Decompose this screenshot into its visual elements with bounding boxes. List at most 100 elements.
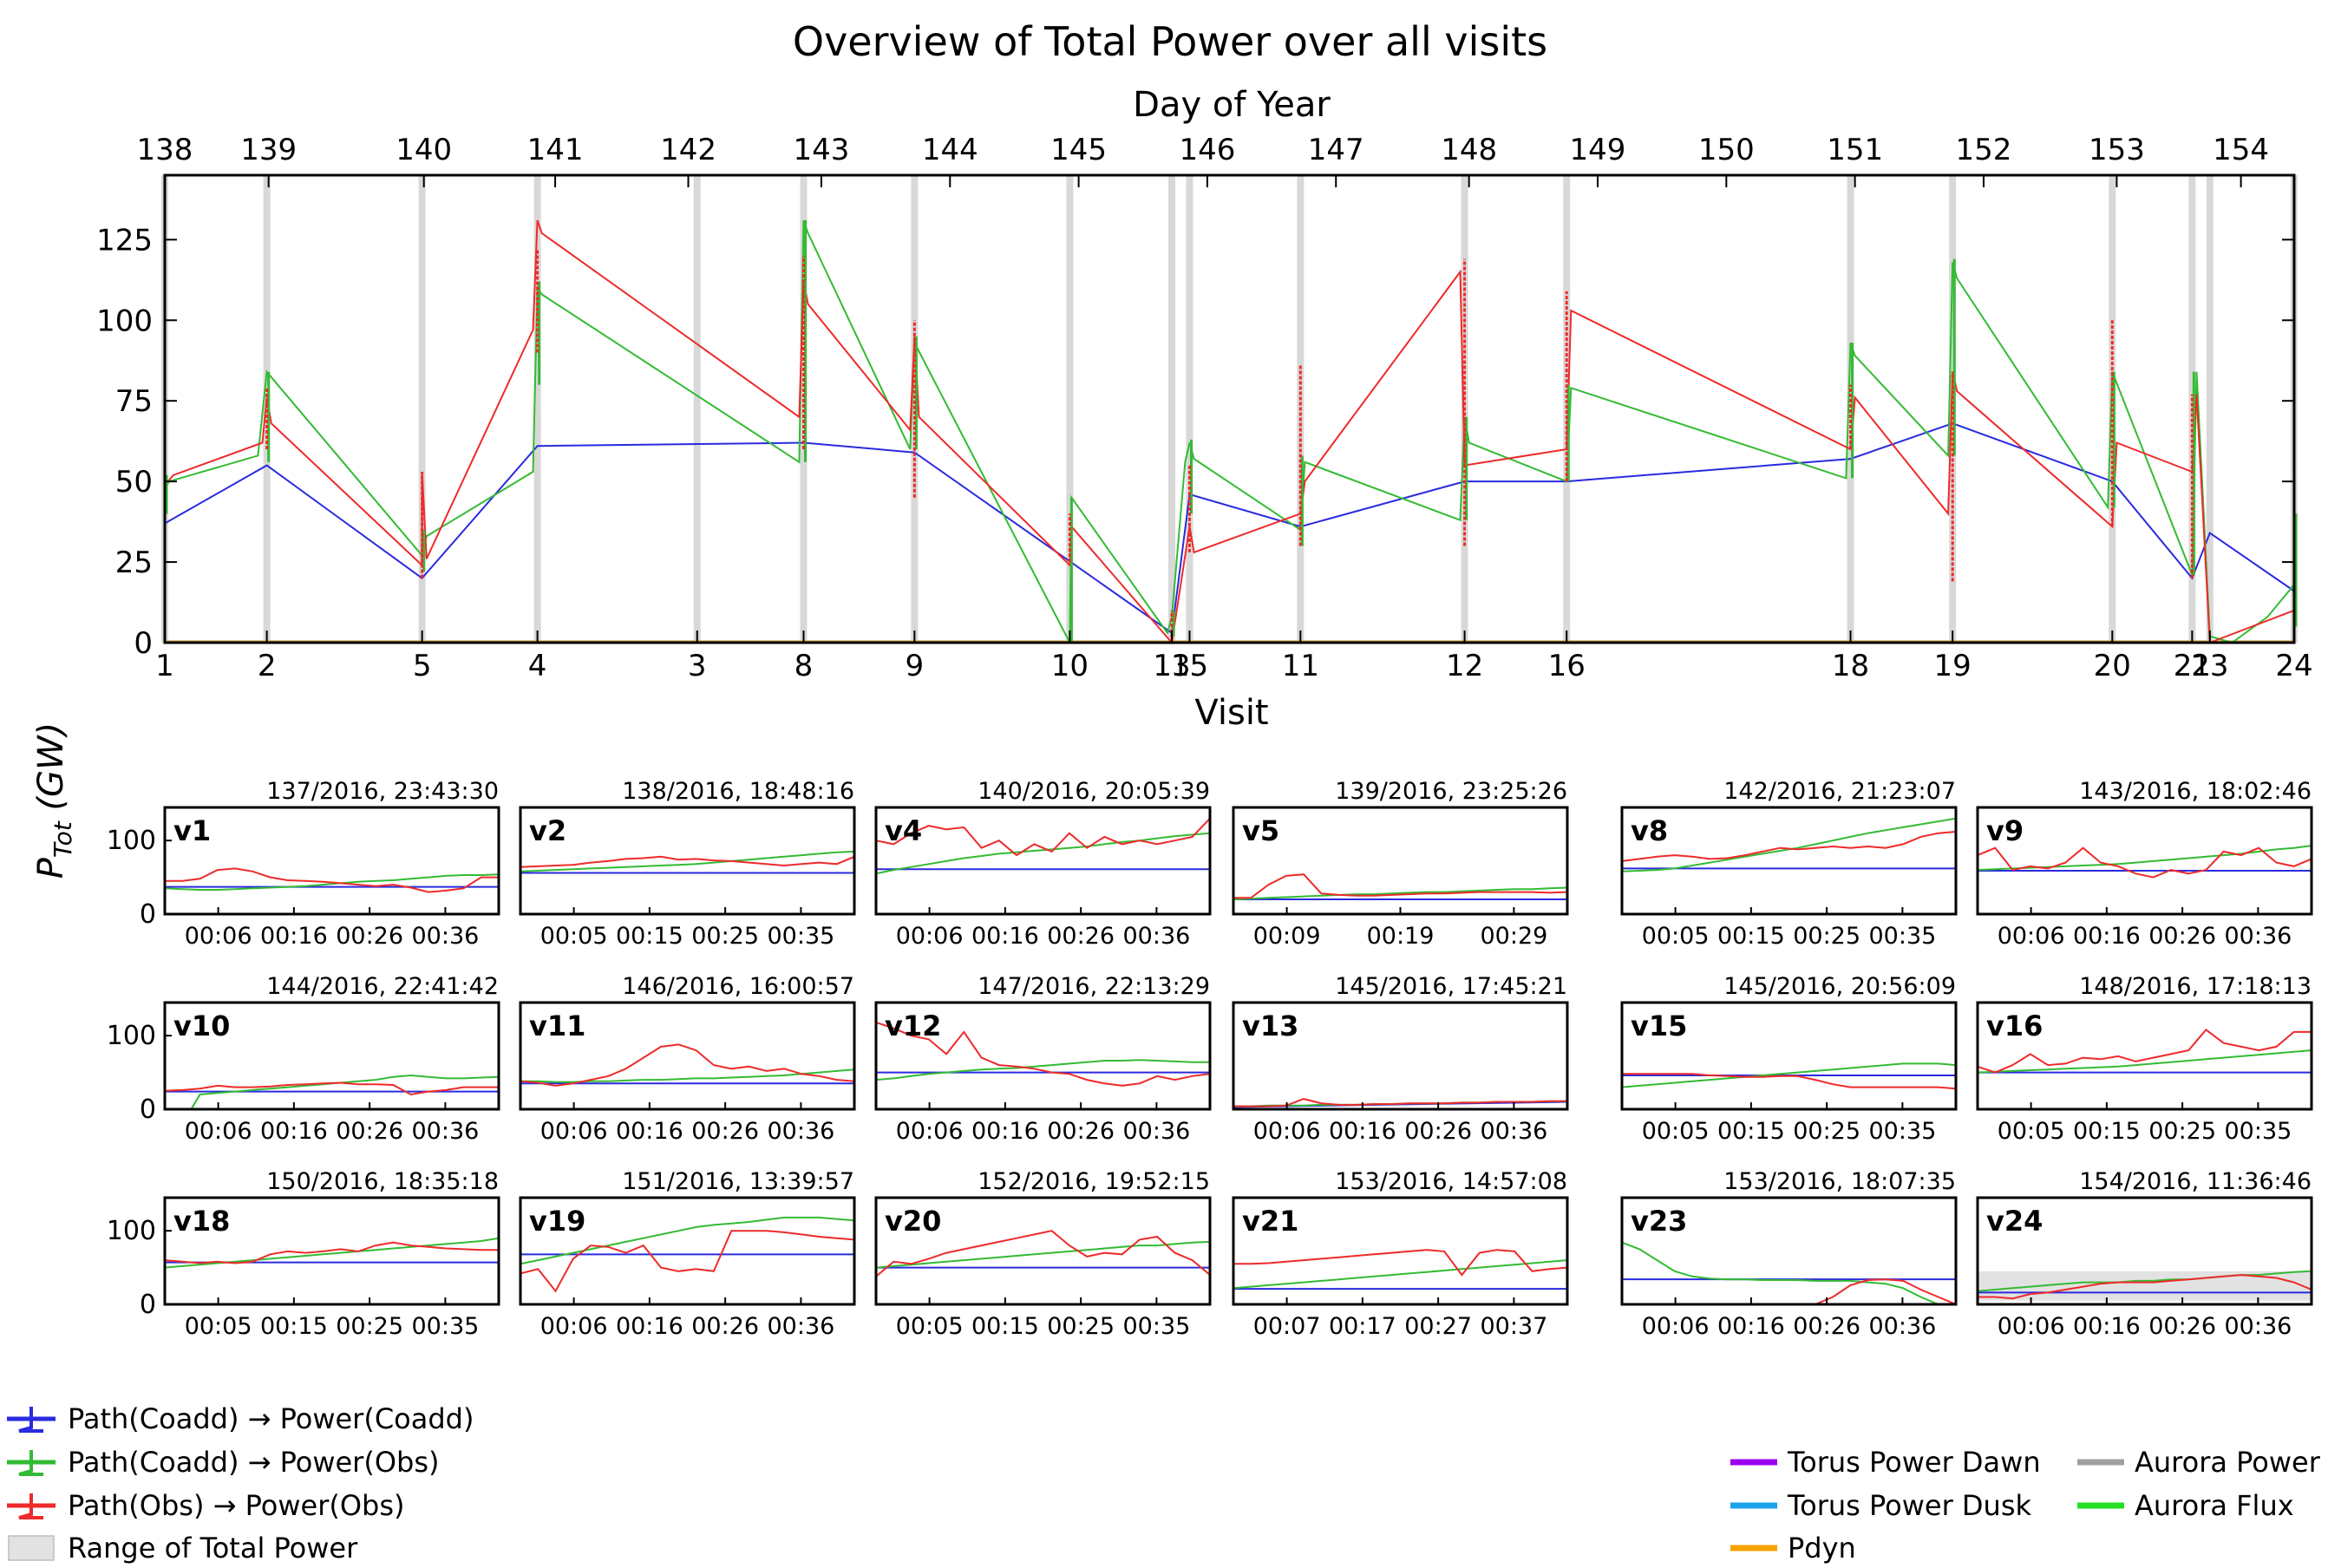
panel-title: 151/2016, 13:39:57 xyxy=(622,1168,854,1195)
bottom-axis-label: Visit xyxy=(1194,693,1268,733)
visit-tick-label: 8 xyxy=(795,649,814,683)
panel-red-line xyxy=(876,1021,1210,1087)
panel-x-tick-label: 00:36 xyxy=(1122,1118,1190,1145)
panel-green-line xyxy=(520,850,854,872)
panel-x-tick-label: 00:09 xyxy=(1253,923,1321,950)
panel-x-tick-label: 00:36 xyxy=(2224,1313,2292,1340)
panel-x-tick-label: 00:16 xyxy=(2073,923,2141,950)
panel-frame xyxy=(874,1196,1212,1306)
day-tick-label: 150 xyxy=(1698,133,1755,167)
panel-x-tick-label: 00:06 xyxy=(896,923,964,950)
legend-arrow-marker xyxy=(18,1493,43,1519)
panel-x-tick-label: 00:36 xyxy=(2224,923,2292,950)
legend-left-label: Path(Obs) → Power(Obs) xyxy=(68,1489,404,1522)
panel-x-tick-label: 00:35 xyxy=(411,1313,479,1340)
panel-label: v4 xyxy=(885,814,922,847)
visit-guide-band xyxy=(263,175,271,643)
visit-tick-label: 11 xyxy=(1282,649,1319,683)
panel-title: 142/2016, 21:23:07 xyxy=(1723,778,1956,805)
visit-panel-v20: v20 152/2016, 19:52:15 00:05 00:15 00:25 00:3… xyxy=(874,1168,1212,1340)
panel-frame xyxy=(1620,806,1958,916)
panel-frame xyxy=(1976,1001,2313,1111)
legend-left-label: Range of Total Power xyxy=(68,1532,358,1565)
visit-panels: v1 137/2016, 23:43:30 00:06 00:16 00:26 00:36… xyxy=(107,778,2313,1340)
top-axis-label: Day of Year xyxy=(1133,85,1331,125)
panel-frame xyxy=(1976,1196,2313,1306)
panel-y-tick-label: 100 xyxy=(107,826,156,856)
visit-tick-label: 15 xyxy=(1171,649,1208,683)
panel-red-line xyxy=(876,1230,1210,1277)
panel-x-tick-label: 00:25 xyxy=(691,923,759,950)
panel-content xyxy=(1978,1029,2312,1074)
visit-tick-label: 10 xyxy=(1051,649,1089,683)
svg-text:PTot (GW): PTot (GW) xyxy=(31,722,77,879)
panel-x-tick-label: 00:15 xyxy=(2073,1118,2141,1145)
panel-x-tick-label: 00:16 xyxy=(616,1313,683,1340)
day-tick-label: 152 xyxy=(1956,133,2012,167)
panel-frame xyxy=(519,1196,856,1306)
plot-frame xyxy=(163,173,2296,644)
panel-frame xyxy=(1976,806,2313,916)
panel-frame xyxy=(519,806,856,916)
panel-label: v10 xyxy=(173,1009,230,1042)
panel-x-tick-label: 00:25 xyxy=(1793,923,1860,950)
panel-red-line xyxy=(1978,1274,2312,1300)
panel-content xyxy=(876,1021,1210,1087)
panel-green-line xyxy=(520,1216,854,1265)
visit-tick-label: 13 xyxy=(1153,649,1190,683)
panel-red-line xyxy=(520,855,854,868)
panel-green-line xyxy=(876,1059,1210,1081)
panel-y-tick-label: 0 xyxy=(140,899,156,930)
visit-panel-v24: v24 154/2016, 11:36:46 00:06 00:16 00:26 00:3… xyxy=(1976,1168,2313,1340)
panel-x-tick-label: 00:35 xyxy=(767,923,834,950)
panel-x-tick-label: 00:26 xyxy=(1047,1118,1115,1145)
panel-red-line xyxy=(165,867,499,893)
panel-y-tick-label: 100 xyxy=(107,1216,156,1246)
panel-y-tick-label: 100 xyxy=(107,1021,156,1051)
panel-x-tick-label: 00:36 xyxy=(767,1313,834,1340)
visit-tick-label: 20 xyxy=(2094,649,2131,683)
panel-title: 154/2016, 11:36:46 xyxy=(2079,1168,2312,1195)
visit-panel-v1: v1 137/2016, 23:43:30 00:06 00:16 00:26 00:36… xyxy=(107,778,500,950)
panel-title: 148/2016, 17:18:13 xyxy=(2079,973,2312,1000)
panel-content xyxy=(1622,1062,1956,1090)
panel-content xyxy=(1978,845,2312,879)
panel-content xyxy=(1622,817,1956,872)
panel-content xyxy=(1233,873,1567,901)
panel-frame xyxy=(163,806,500,916)
visit-tick-label: 1 xyxy=(155,649,174,683)
panel-green-line xyxy=(1233,1259,1567,1290)
visit-tick-label: 19 xyxy=(1934,649,1972,683)
legend-right-label: Torus Power Dusk xyxy=(1787,1489,2031,1522)
panel-green-line xyxy=(165,873,499,891)
chart-title: Overview of Total Power over all visits xyxy=(793,18,1547,65)
visit-guide-band xyxy=(418,175,426,643)
panel-x-tick-label: 00:27 xyxy=(1404,1313,1472,1340)
visit-panel-v2: v2 138/2016, 18:48:16 00:05 00:15 00:25 00:35 xyxy=(519,778,856,950)
panel-label: v19 xyxy=(529,1205,585,1238)
panel-green-line xyxy=(1978,845,2312,872)
visit-guide-band xyxy=(1847,175,1854,643)
panel-red-line xyxy=(1978,1029,2312,1074)
visit-guide-band xyxy=(1186,175,1193,643)
visit-guide-band xyxy=(1168,175,1176,643)
panel-title: 144/2016, 22:41:42 xyxy=(266,973,499,1000)
panel-frame xyxy=(874,806,1212,916)
panel-x-tick-label: 00:35 xyxy=(2224,1118,2292,1145)
panel-label: v9 xyxy=(1986,814,2024,847)
visit-tick-label: 5 xyxy=(413,649,432,683)
panel-x-tick-label: 00:05 xyxy=(540,923,608,950)
series-line-1 xyxy=(164,422,2295,635)
panel-title: 140/2016, 20:05:39 xyxy=(978,778,1210,805)
legend-arrow-marker xyxy=(18,1450,43,1476)
panel-x-tick-label: 00:06 xyxy=(185,1118,252,1145)
panel-green-line xyxy=(1622,1241,1956,1304)
panel-content xyxy=(1622,1241,1956,1304)
legend-right-label: Pdyn xyxy=(1788,1532,1856,1565)
y-tick-label: 100 xyxy=(96,304,153,338)
panel-red-line xyxy=(876,818,1210,857)
visit-tick-label: 21 xyxy=(2174,649,2211,683)
panel-x-tick-label: 00:36 xyxy=(411,923,479,950)
panel-x-tick-label: 00:05 xyxy=(1642,1118,1710,1145)
